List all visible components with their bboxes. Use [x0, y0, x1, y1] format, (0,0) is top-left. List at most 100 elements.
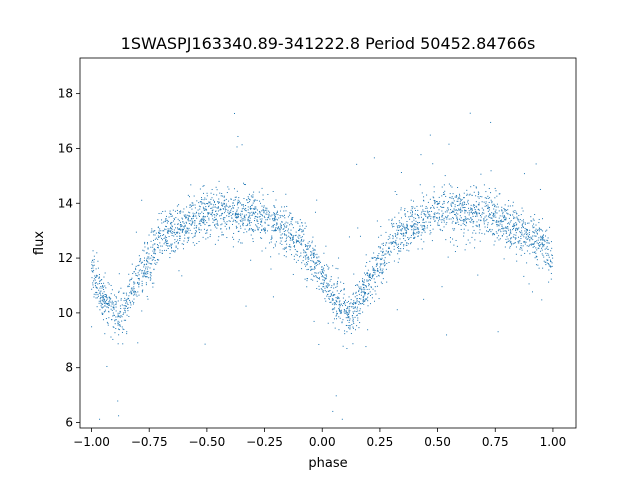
data-point — [373, 278, 375, 280]
data-point — [262, 199, 264, 201]
data-point — [460, 209, 462, 211]
data-point — [257, 216, 259, 218]
data-point — [148, 262, 150, 264]
data-point — [115, 301, 117, 303]
data-point — [487, 206, 489, 208]
data-point — [381, 271, 383, 273]
data-point — [143, 250, 145, 252]
data-point — [165, 215, 167, 217]
data-point — [306, 262, 308, 264]
data-point — [499, 193, 501, 195]
data-point — [470, 204, 472, 206]
data-point — [164, 249, 166, 251]
data-point — [320, 283, 322, 285]
data-point — [255, 206, 257, 208]
data-point — [291, 219, 293, 221]
data-point — [104, 333, 106, 335]
data-point — [342, 303, 344, 305]
data-point — [548, 265, 550, 267]
data-point — [314, 267, 316, 269]
data-point — [503, 233, 505, 235]
data-point — [443, 206, 445, 208]
data-point — [203, 228, 205, 230]
data-point — [513, 242, 515, 244]
data-point — [147, 248, 149, 250]
data-point — [205, 232, 207, 234]
data-point — [170, 227, 172, 229]
data-point — [431, 205, 433, 207]
data-point — [338, 308, 340, 310]
data-point — [365, 254, 367, 256]
data-point — [500, 221, 502, 223]
data-point — [224, 208, 226, 210]
data-point — [272, 218, 274, 220]
data-point — [320, 288, 322, 290]
data-point — [189, 212, 191, 214]
data-point — [401, 233, 403, 235]
data-point — [392, 242, 394, 244]
data-point — [451, 205, 453, 207]
data-point — [326, 286, 328, 288]
data-point — [304, 278, 306, 280]
data-point — [536, 259, 538, 261]
data-point — [419, 184, 421, 186]
data-point — [396, 234, 398, 236]
data-point — [417, 230, 419, 232]
data-point — [505, 219, 507, 221]
data-point — [202, 185, 204, 187]
data-point — [295, 261, 297, 263]
data-point — [417, 227, 419, 229]
data-point — [346, 313, 348, 315]
data-point — [102, 313, 104, 315]
data-point — [271, 229, 273, 231]
data-point — [377, 268, 379, 270]
data-point — [284, 234, 286, 236]
data-point — [515, 228, 517, 230]
data-point — [279, 215, 281, 217]
data-point — [192, 212, 194, 214]
data-point — [106, 297, 108, 299]
data-point — [304, 263, 306, 265]
data-point — [418, 232, 420, 234]
data-point — [193, 235, 195, 237]
data-point — [113, 307, 115, 309]
data-point — [241, 220, 243, 222]
data-point — [270, 241, 272, 243]
data-point — [179, 239, 181, 241]
data-point — [518, 220, 520, 222]
data-point — [501, 221, 503, 223]
data-point — [170, 243, 172, 245]
data-point — [130, 290, 132, 292]
data-point — [237, 202, 239, 204]
data-point — [482, 212, 484, 214]
data-point — [224, 210, 226, 212]
data-point — [324, 277, 326, 279]
data-point — [285, 240, 287, 242]
data-point — [135, 267, 137, 269]
data-point — [413, 237, 415, 239]
data-point — [551, 265, 553, 267]
data-point — [325, 278, 327, 280]
data-point — [284, 217, 286, 219]
data-point — [452, 228, 454, 230]
data-point — [358, 289, 360, 291]
data-point — [154, 238, 156, 240]
data-point — [248, 222, 250, 224]
data-point — [397, 246, 399, 248]
data-point — [332, 322, 334, 324]
data-point — [102, 299, 104, 301]
data-point — [528, 232, 530, 234]
data-point — [226, 192, 228, 194]
data-point — [533, 226, 535, 228]
data-point — [309, 266, 311, 268]
data-point — [475, 201, 477, 203]
data-point — [380, 234, 382, 236]
data-point — [352, 321, 354, 323]
data-point — [338, 301, 340, 303]
data-point — [121, 320, 123, 322]
data-point — [322, 272, 324, 274]
data-point — [150, 275, 152, 277]
data-point — [214, 204, 216, 206]
x-tick-label: 0.25 — [367, 435, 394, 449]
data-point — [420, 216, 422, 218]
